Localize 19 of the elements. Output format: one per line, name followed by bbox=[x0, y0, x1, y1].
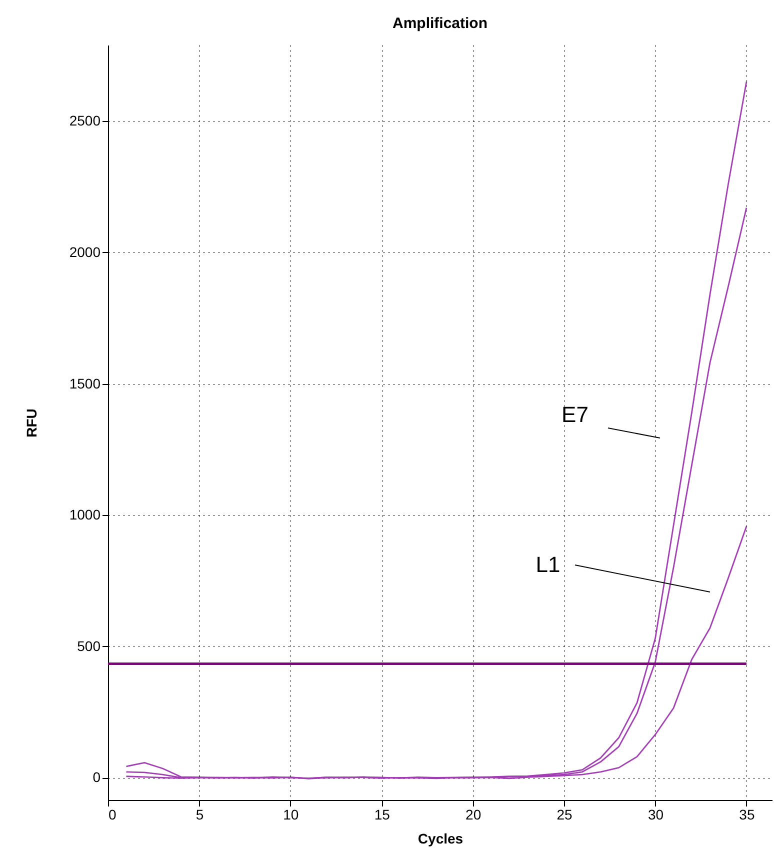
y-tick-label: 1500 bbox=[69, 375, 101, 392]
x-tick-label: 10 bbox=[283, 806, 299, 822]
x-axis-title: Cycles bbox=[418, 830, 464, 846]
y-tick-label: 2500 bbox=[69, 112, 101, 129]
x-tick-label: 20 bbox=[466, 806, 482, 822]
y-axis-title: RFU bbox=[23, 408, 40, 438]
x-tick-label: 5 bbox=[196, 806, 204, 822]
y-tick-label: 500 bbox=[77, 638, 101, 654]
chart-title: Amplification bbox=[392, 15, 488, 32]
annotation: E7 bbox=[562, 402, 588, 427]
x-tick-label: 30 bbox=[648, 806, 664, 822]
y-tick-label: 0 bbox=[92, 769, 101, 786]
x-tick-label: 0 bbox=[108, 806, 116, 822]
y-tick-label: 2000 bbox=[69, 244, 101, 260]
x-tick-label: 15 bbox=[374, 806, 390, 822]
x-tick-label: 35 bbox=[739, 806, 755, 822]
x-tick-label: 25 bbox=[556, 806, 573, 822]
annotation: L1 bbox=[536, 552, 560, 577]
y-tick-label: 1000 bbox=[69, 506, 101, 523]
